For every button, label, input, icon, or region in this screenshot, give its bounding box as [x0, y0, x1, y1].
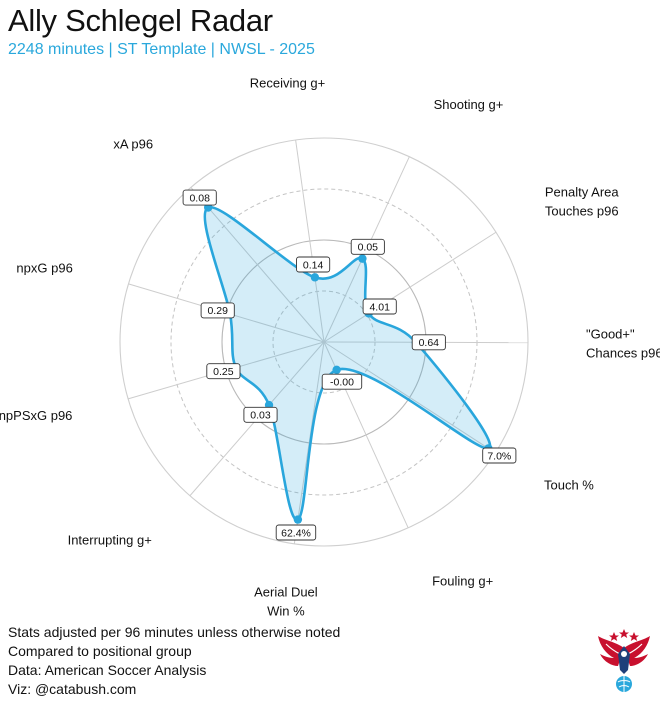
axis-spoke: [293, 341, 325, 544]
axis-label-text: Interrupting g+: [68, 533, 152, 548]
data-point: [332, 365, 341, 375]
value-label: 0.25: [206, 363, 241, 380]
value-label-text: 4.01: [369, 301, 390, 313]
footer-line-adjusted: Stats adjusted per 96 minutes unless oth…: [8, 624, 341, 640]
axis-label-text: Fouling g+: [432, 574, 493, 589]
value-label: 0.64: [411, 334, 446, 351]
value-label: 7.0%: [482, 447, 517, 464]
axis-label: Fouling g+: [432, 574, 493, 589]
footer-line-compared: Compared to positional group: [8, 643, 192, 659]
axis-label-text: Receiving g+: [250, 76, 326, 91]
value-label-text: -0.00: [330, 377, 354, 389]
value-label: 4.01: [362, 298, 397, 315]
value-label-box: [243, 406, 278, 423]
axis-label-text: Touch %: [544, 477, 594, 492]
axis-spoke: [295, 139, 325, 343]
value-label-text: 0.29: [207, 305, 228, 317]
value-label-text: 0.14: [303, 259, 324, 271]
axis-label: npxG p96: [16, 260, 72, 275]
axis-label-text: npxG p96: [16, 260, 72, 275]
axis-label: Penalty Area Touches p96: [545, 185, 619, 219]
star-icon: [609, 629, 639, 641]
data-point: [358, 254, 367, 263]
axis-label: Shooting g+: [434, 97, 504, 112]
value-label-box: [482, 447, 517, 464]
radar-area: [203, 206, 492, 521]
data-point: [310, 273, 320, 282]
value-label-box: [200, 302, 235, 319]
value-label-text: 0.64: [419, 337, 440, 349]
chart-title: Ally Schlegel Radar: [8, 3, 273, 38]
value-label: 0.08: [182, 189, 217, 206]
eagle-logo: [598, 629, 650, 692]
value-label: 0.05: [350, 238, 385, 255]
value-label-box: [206, 363, 241, 380]
value-label: 0.03: [243, 406, 278, 423]
value-label-box: [350, 238, 385, 255]
footer-notes: Stats adjusted per 96 minutes unless oth…: [8, 623, 340, 699]
value-label: 0.29: [200, 302, 235, 319]
grid-ring-4: [119, 137, 529, 547]
value-label-text: 62.4%: [281, 527, 311, 539]
axis-spoke: [323, 231, 497, 343]
value-label: -0.00: [321, 373, 363, 390]
axis-label-text: Win %: [267, 604, 305, 619]
axis-label: Interrupting g+: [68, 533, 152, 548]
axis-spoke: [190, 187, 325, 343]
value-label-text: 0.05: [358, 242, 379, 254]
axis-label: "Good+" Chances p96: [586, 326, 660, 360]
axis-label-text: "Good+": [586, 326, 635, 341]
value-label-box: [296, 256, 331, 273]
value-label-box: [182, 189, 217, 206]
value-label: 0.14: [296, 256, 331, 273]
value-label-text: 0.25: [213, 366, 234, 378]
axis-label-text: Penalty Area: [545, 185, 619, 200]
axis-label: npPSxG p96: [0, 408, 72, 423]
axis-label: xA p96: [113, 137, 153, 152]
soccer-ball-icon: [616, 676, 632, 692]
value-label-box: [321, 373, 363, 390]
value-label-box: [362, 298, 397, 315]
eagle-wings-icon: [598, 636, 650, 674]
axis-label: Receiving g+: [250, 76, 326, 91]
value-label: 62.4%: [275, 524, 317, 541]
footer-line-viz-credit: Viz: @catabush.com: [8, 681, 137, 697]
axis-label-text: npPSxG p96: [0, 408, 72, 423]
axis-label: Aerial Duel Win %: [254, 585, 318, 619]
data-point: [293, 515, 303, 524]
axis-label-text: xA p96: [113, 137, 153, 152]
axis-spoke: [323, 341, 496, 454]
value-label-text: 0.08: [189, 192, 210, 204]
value-label-box: [275, 524, 317, 541]
value-label-text: 0.03: [250, 410, 271, 422]
value-label-text: 7.0%: [487, 450, 511, 462]
axis-label-text: Touches p96: [545, 204, 619, 219]
axis-label: Touch %: [544, 477, 594, 492]
value-label-box: [411, 334, 446, 351]
axis-label-text: Chances p96: [586, 345, 660, 360]
footer-line-data-source: Data: American Soccer Analysis: [8, 662, 207, 678]
axis-label-text: Aerial Duel: [254, 585, 318, 600]
chart-subtitle: 2248 minutes | ST Template | NWSL - 2025: [8, 41, 315, 58]
axis-label-text: Shooting g+: [434, 97, 504, 112]
